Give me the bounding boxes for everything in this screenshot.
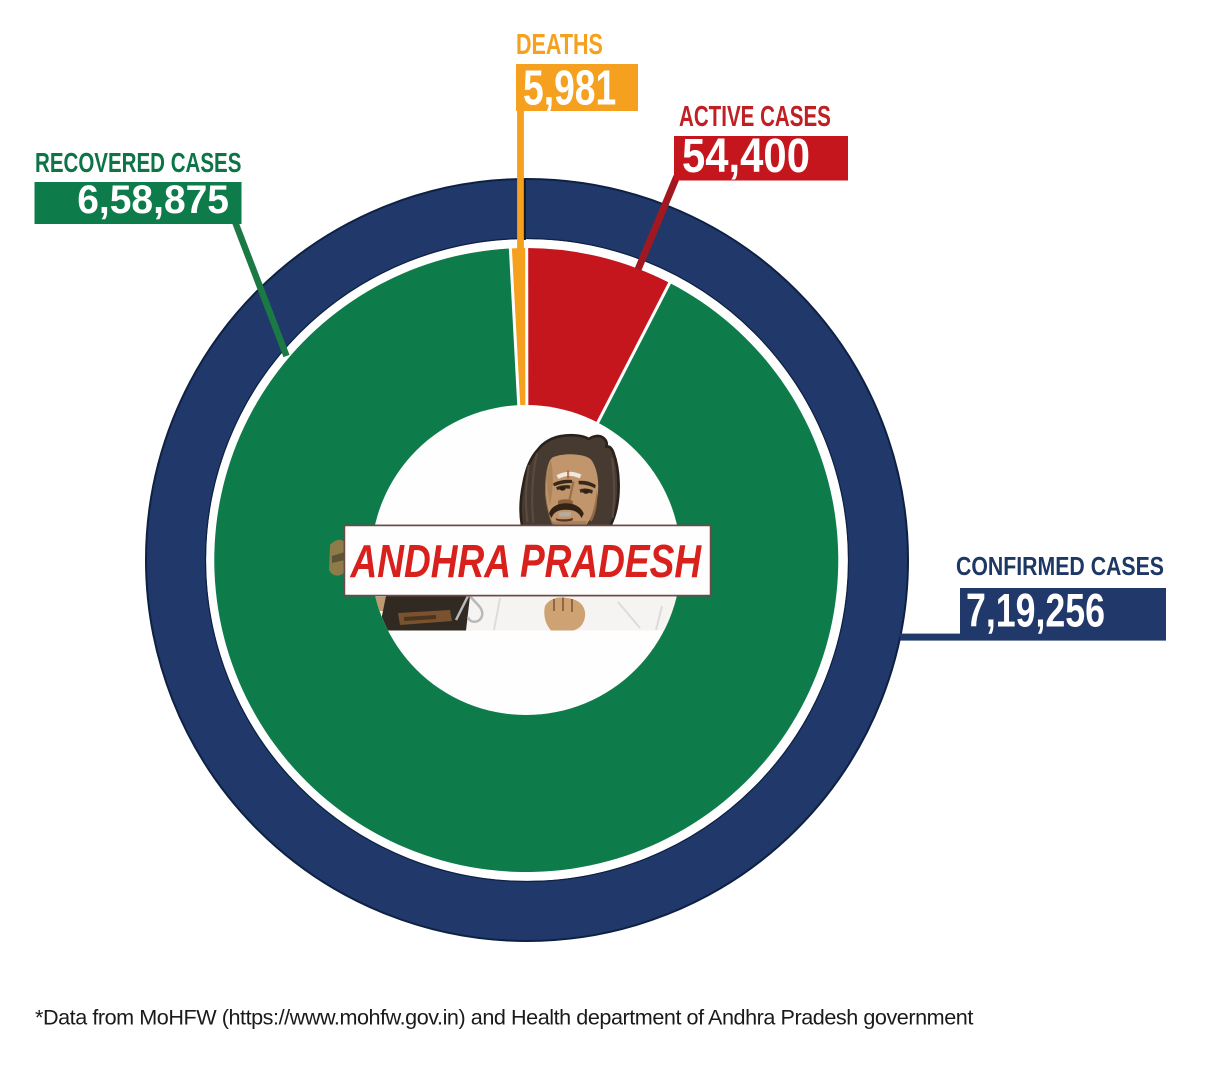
- svg-text:7,19,256: 7,19,256: [966, 583, 1105, 636]
- svg-text:CONFIRMED CASES: CONFIRMED CASES: [956, 552, 1164, 582]
- svg-text:ANDHRA PRADESH: ANDHRA PRADESH: [350, 535, 703, 587]
- svg-text:6,58,875: 6,58,875: [77, 179, 229, 222]
- svg-text:54,400: 54,400: [682, 128, 810, 183]
- svg-text:*Data from MoHFW (https://www.: *Data from MoHFW (https://www.mohfw.gov.…: [35, 1004, 973, 1029]
- svg-text:RECOVERED CASES: RECOVERED CASES: [35, 148, 241, 179]
- svg-text:DEATHS: DEATHS: [516, 29, 603, 61]
- svg-text:5,981: 5,981: [523, 60, 616, 115]
- svg-text:ACTIVE CASES: ACTIVE CASES: [679, 100, 831, 132]
